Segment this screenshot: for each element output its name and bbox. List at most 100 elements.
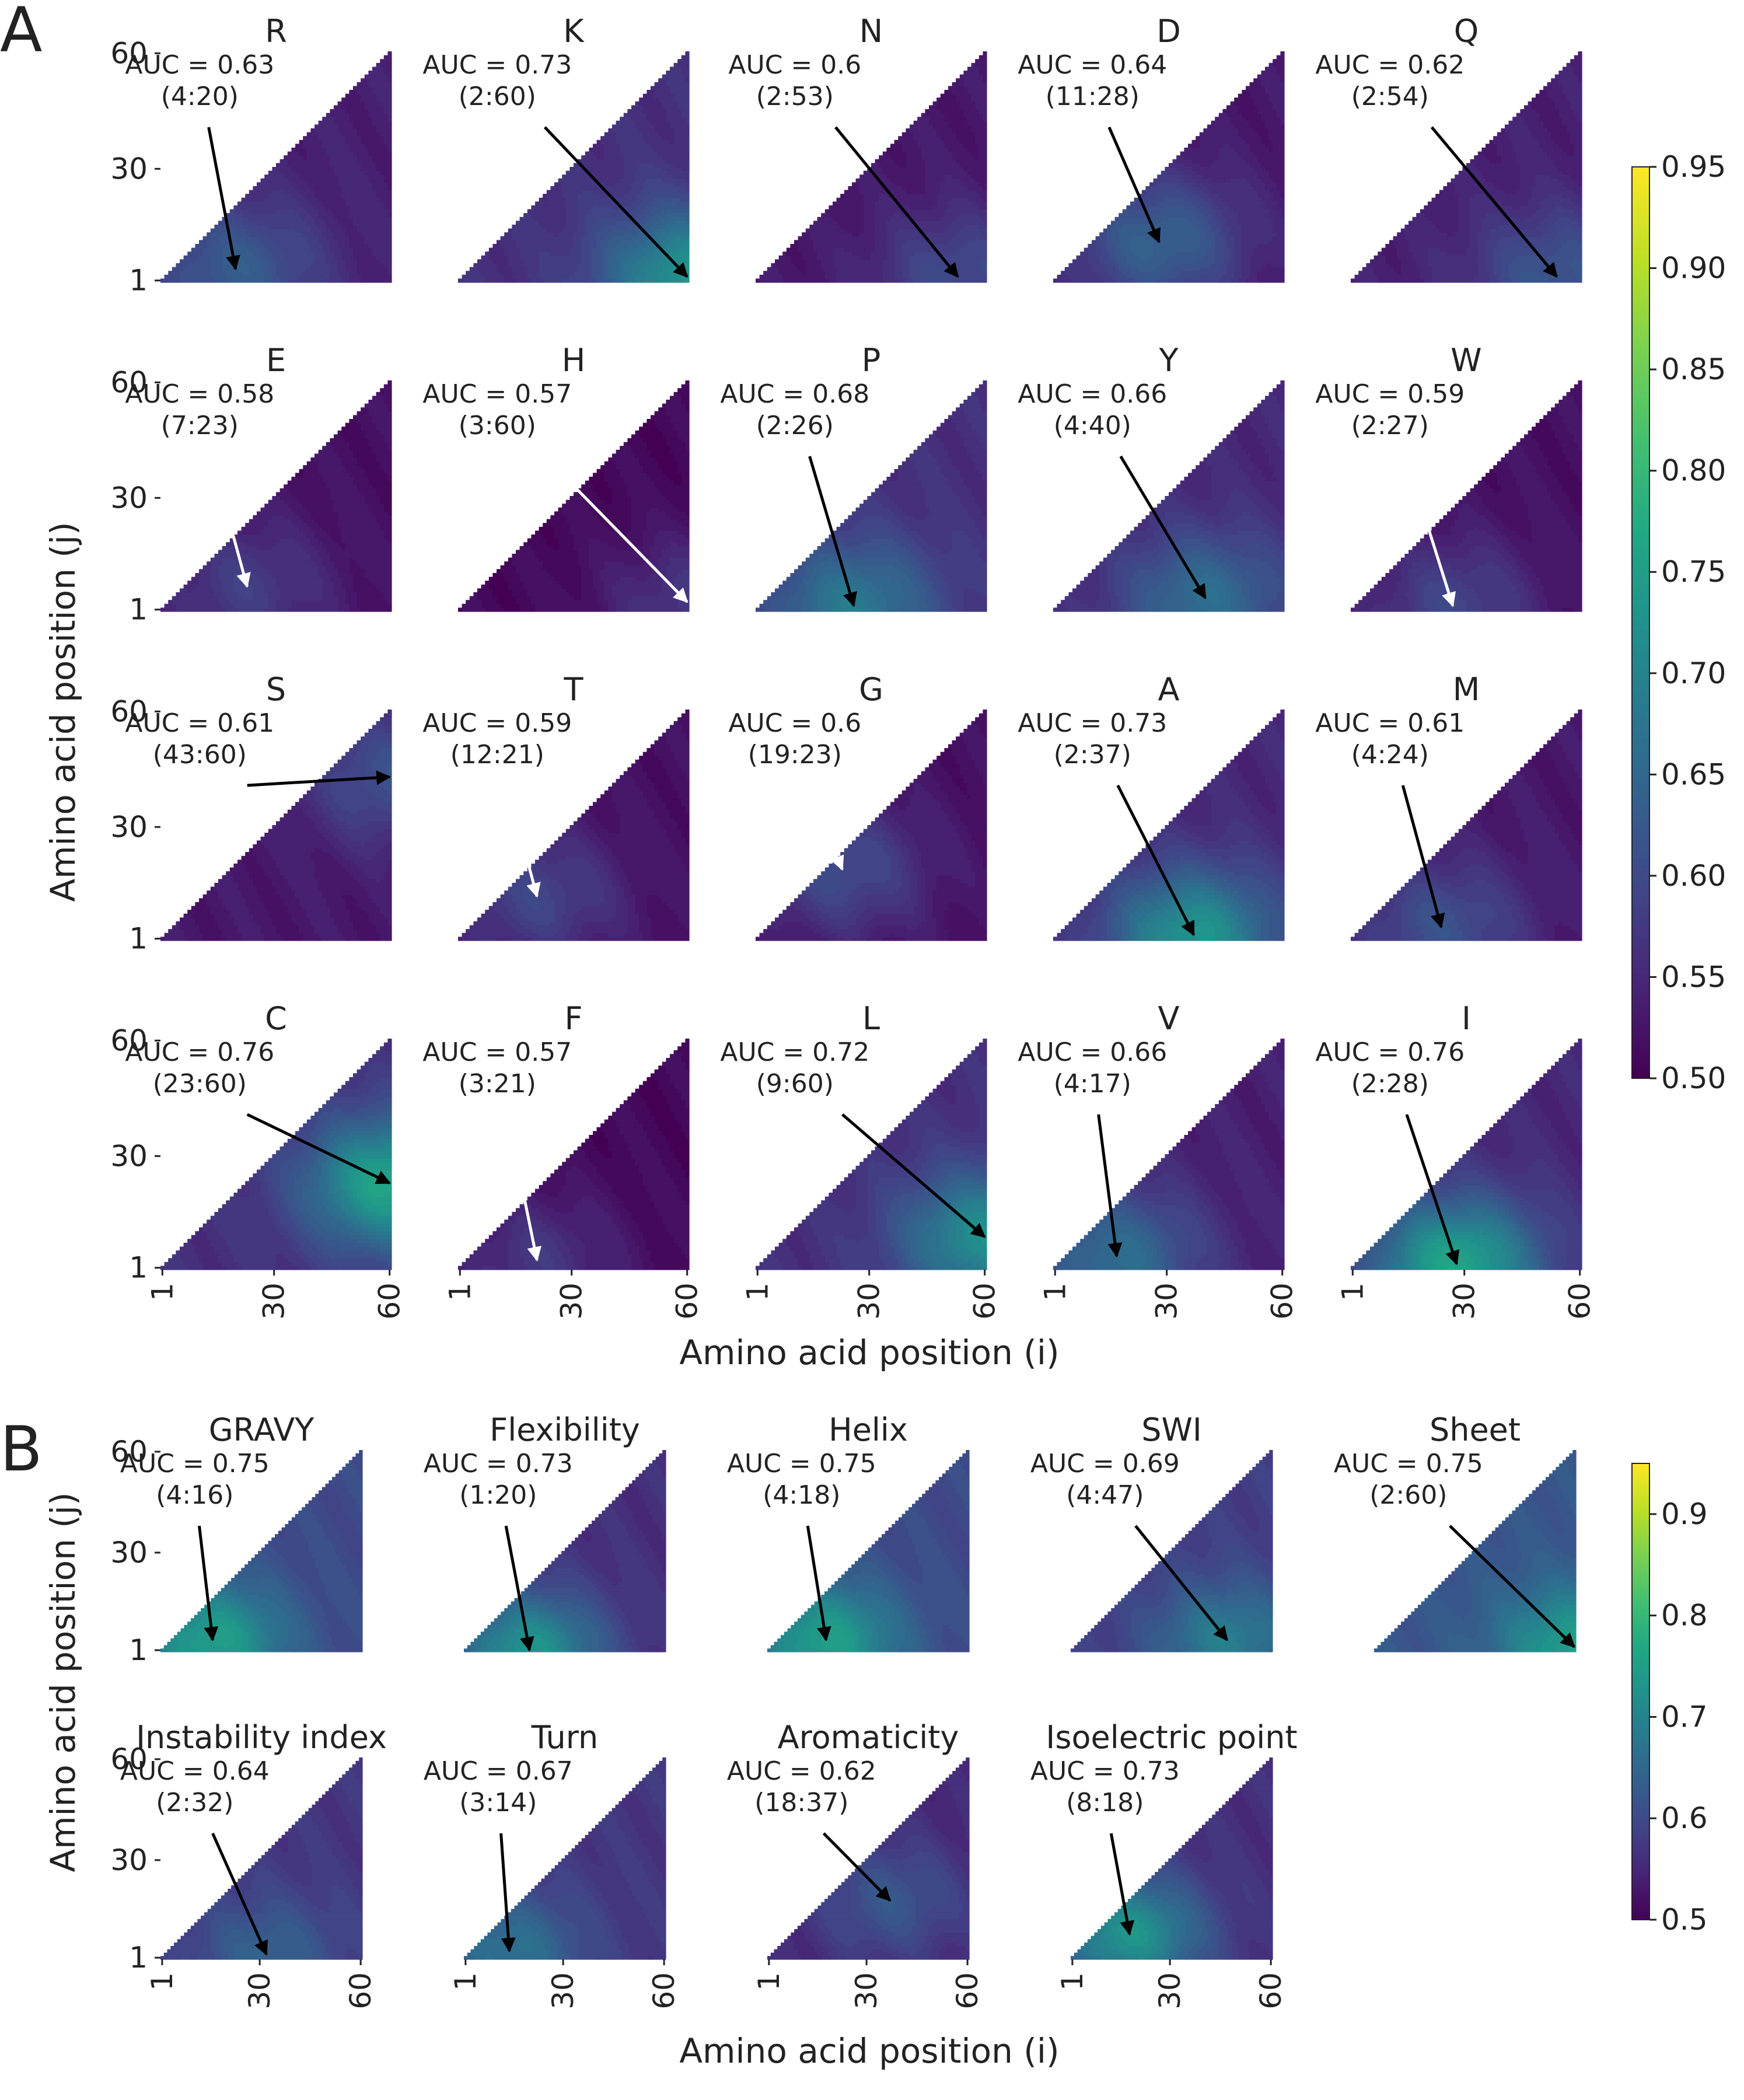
heatmap-cell	[1486, 240, 1497, 244]
heatmap-cell	[944, 209, 987, 214]
heatmap-cell	[314, 794, 323, 798]
heatmap-cell	[1211, 481, 1250, 485]
heatmap-cell	[967, 446, 983, 450]
heatmap-cell	[651, 121, 670, 125]
heatmap-cell	[272, 515, 284, 519]
heatmap-cell	[276, 209, 296, 214]
heatmap-cell	[1107, 554, 1119, 558]
heatmap-cell	[1428, 248, 1439, 252]
heatmap-cell	[1532, 128, 1547, 132]
heatmap-cell	[1123, 588, 1131, 592]
heatmap-cell	[1242, 275, 1250, 279]
heatmap-cell	[357, 852, 377, 856]
heatmap-cell	[1558, 438, 1574, 442]
heatmap-cell	[600, 256, 604, 260]
heatmap-cell	[581, 925, 628, 930]
heatmap-cell	[612, 848, 674, 852]
heatmap-cell	[898, 163, 906, 167]
heatmap-cell	[531, 596, 574, 600]
heatmap-cell	[272, 167, 276, 171]
heatmap-cell	[554, 511, 562, 515]
heatmap-cell	[1509, 267, 1575, 271]
heatmap-cell	[983, 217, 987, 221]
heatmap-cell	[956, 492, 971, 496]
heatmap-cell	[357, 752, 365, 756]
heatmap-cell	[1397, 581, 1409, 585]
heatmap-cell	[631, 446, 647, 450]
heatmap-cell	[1470, 217, 1482, 221]
heatmap-cell	[361, 840, 365, 844]
heatmap-cell	[187, 910, 211, 914]
heatmap-cell	[1486, 515, 1497, 519]
heatmap-cell	[264, 585, 276, 589]
heatmap-cell	[1466, 607, 1482, 612]
heatmap-cell	[1192, 201, 1200, 205]
heatmap-cell	[1096, 600, 1112, 604]
heatmap-cell	[1558, 442, 1578, 446]
heatmap-cell	[1273, 217, 1284, 221]
heatmap-cell	[1551, 427, 1567, 431]
heatmap-cell	[330, 209, 350, 214]
heatmap-cell	[1443, 554, 1466, 558]
heatmap-cell	[372, 763, 388, 767]
heatmap-cell	[779, 267, 799, 271]
heatmap-cell	[303, 140, 323, 144]
heatmap-cell	[218, 921, 234, 925]
heatmap-cell	[288, 263, 311, 267]
heatmap-cell	[925, 588, 929, 592]
heatmap-cell	[291, 477, 322, 481]
heatmap-cell	[376, 488, 392, 492]
heatmap-cell	[1261, 411, 1284, 415]
heatmap-cell	[334, 833, 345, 837]
heatmap-cell	[1119, 217, 1169, 221]
heatmap-cell	[1524, 105, 1532, 109]
heatmap-cell	[349, 565, 361, 569]
heatmap-cell	[1111, 263, 1119, 267]
heatmap-cell	[608, 787, 639, 791]
heatmap-cell	[338, 600, 346, 604]
subplot-title: N	[859, 13, 883, 50]
heatmap-cell	[357, 229, 392, 233]
heatmap-cell	[944, 144, 964, 148]
heatmap-cell	[933, 600, 941, 604]
heatmap-cell	[578, 933, 593, 937]
heatmap-cell	[1261, 407, 1281, 411]
heatmap-cell	[291, 600, 338, 604]
heatmap-cell	[1250, 477, 1266, 481]
heatmap-cell	[1215, 446, 1226, 450]
heatmap-cell	[925, 569, 933, 573]
heatmap-cell	[875, 217, 891, 221]
heatmap-cell	[890, 508, 902, 512]
heatmap-cell	[233, 588, 253, 592]
heatmap-cell	[1119, 604, 1127, 608]
heatmap-cell	[589, 256, 593, 260]
heatmap-cell	[929, 542, 952, 546]
heatmap-cell	[569, 530, 616, 534]
heatmap-cell	[662, 105, 678, 109]
heatmap-cell	[635, 906, 647, 910]
heatmap-cell	[646, 194, 689, 198]
heatmap-cell	[295, 890, 323, 894]
heatmap-cell	[1265, 511, 1281, 515]
heatmap-cell	[1238, 221, 1273, 225]
heatmap-cell	[825, 592, 833, 596]
heatmap-cell	[307, 148, 327, 152]
heatmap-cell	[512, 229, 547, 233]
heatmap-cell	[1378, 275, 1420, 279]
heatmap-cell	[357, 933, 380, 937]
heatmap-cell	[253, 585, 264, 589]
heatmap-cell	[983, 113, 987, 117]
heatmap-cell	[956, 94, 971, 98]
heatmap-cell	[917, 469, 941, 473]
heatmap-cell	[1234, 427, 1254, 431]
heatmap-cell	[1096, 244, 1100, 248]
heatmap-cell	[1273, 221, 1284, 225]
heatmap-cell	[1567, 427, 1582, 431]
heatmap-cell	[894, 500, 925, 504]
heatmap-cell	[1157, 585, 1173, 589]
heatmap-cell	[539, 198, 543, 202]
heatmap-cell	[203, 248, 215, 252]
heatmap-cell	[1257, 275, 1285, 279]
heatmap-cell	[967, 198, 983, 202]
heatmap-cell	[681, 400, 690, 404]
